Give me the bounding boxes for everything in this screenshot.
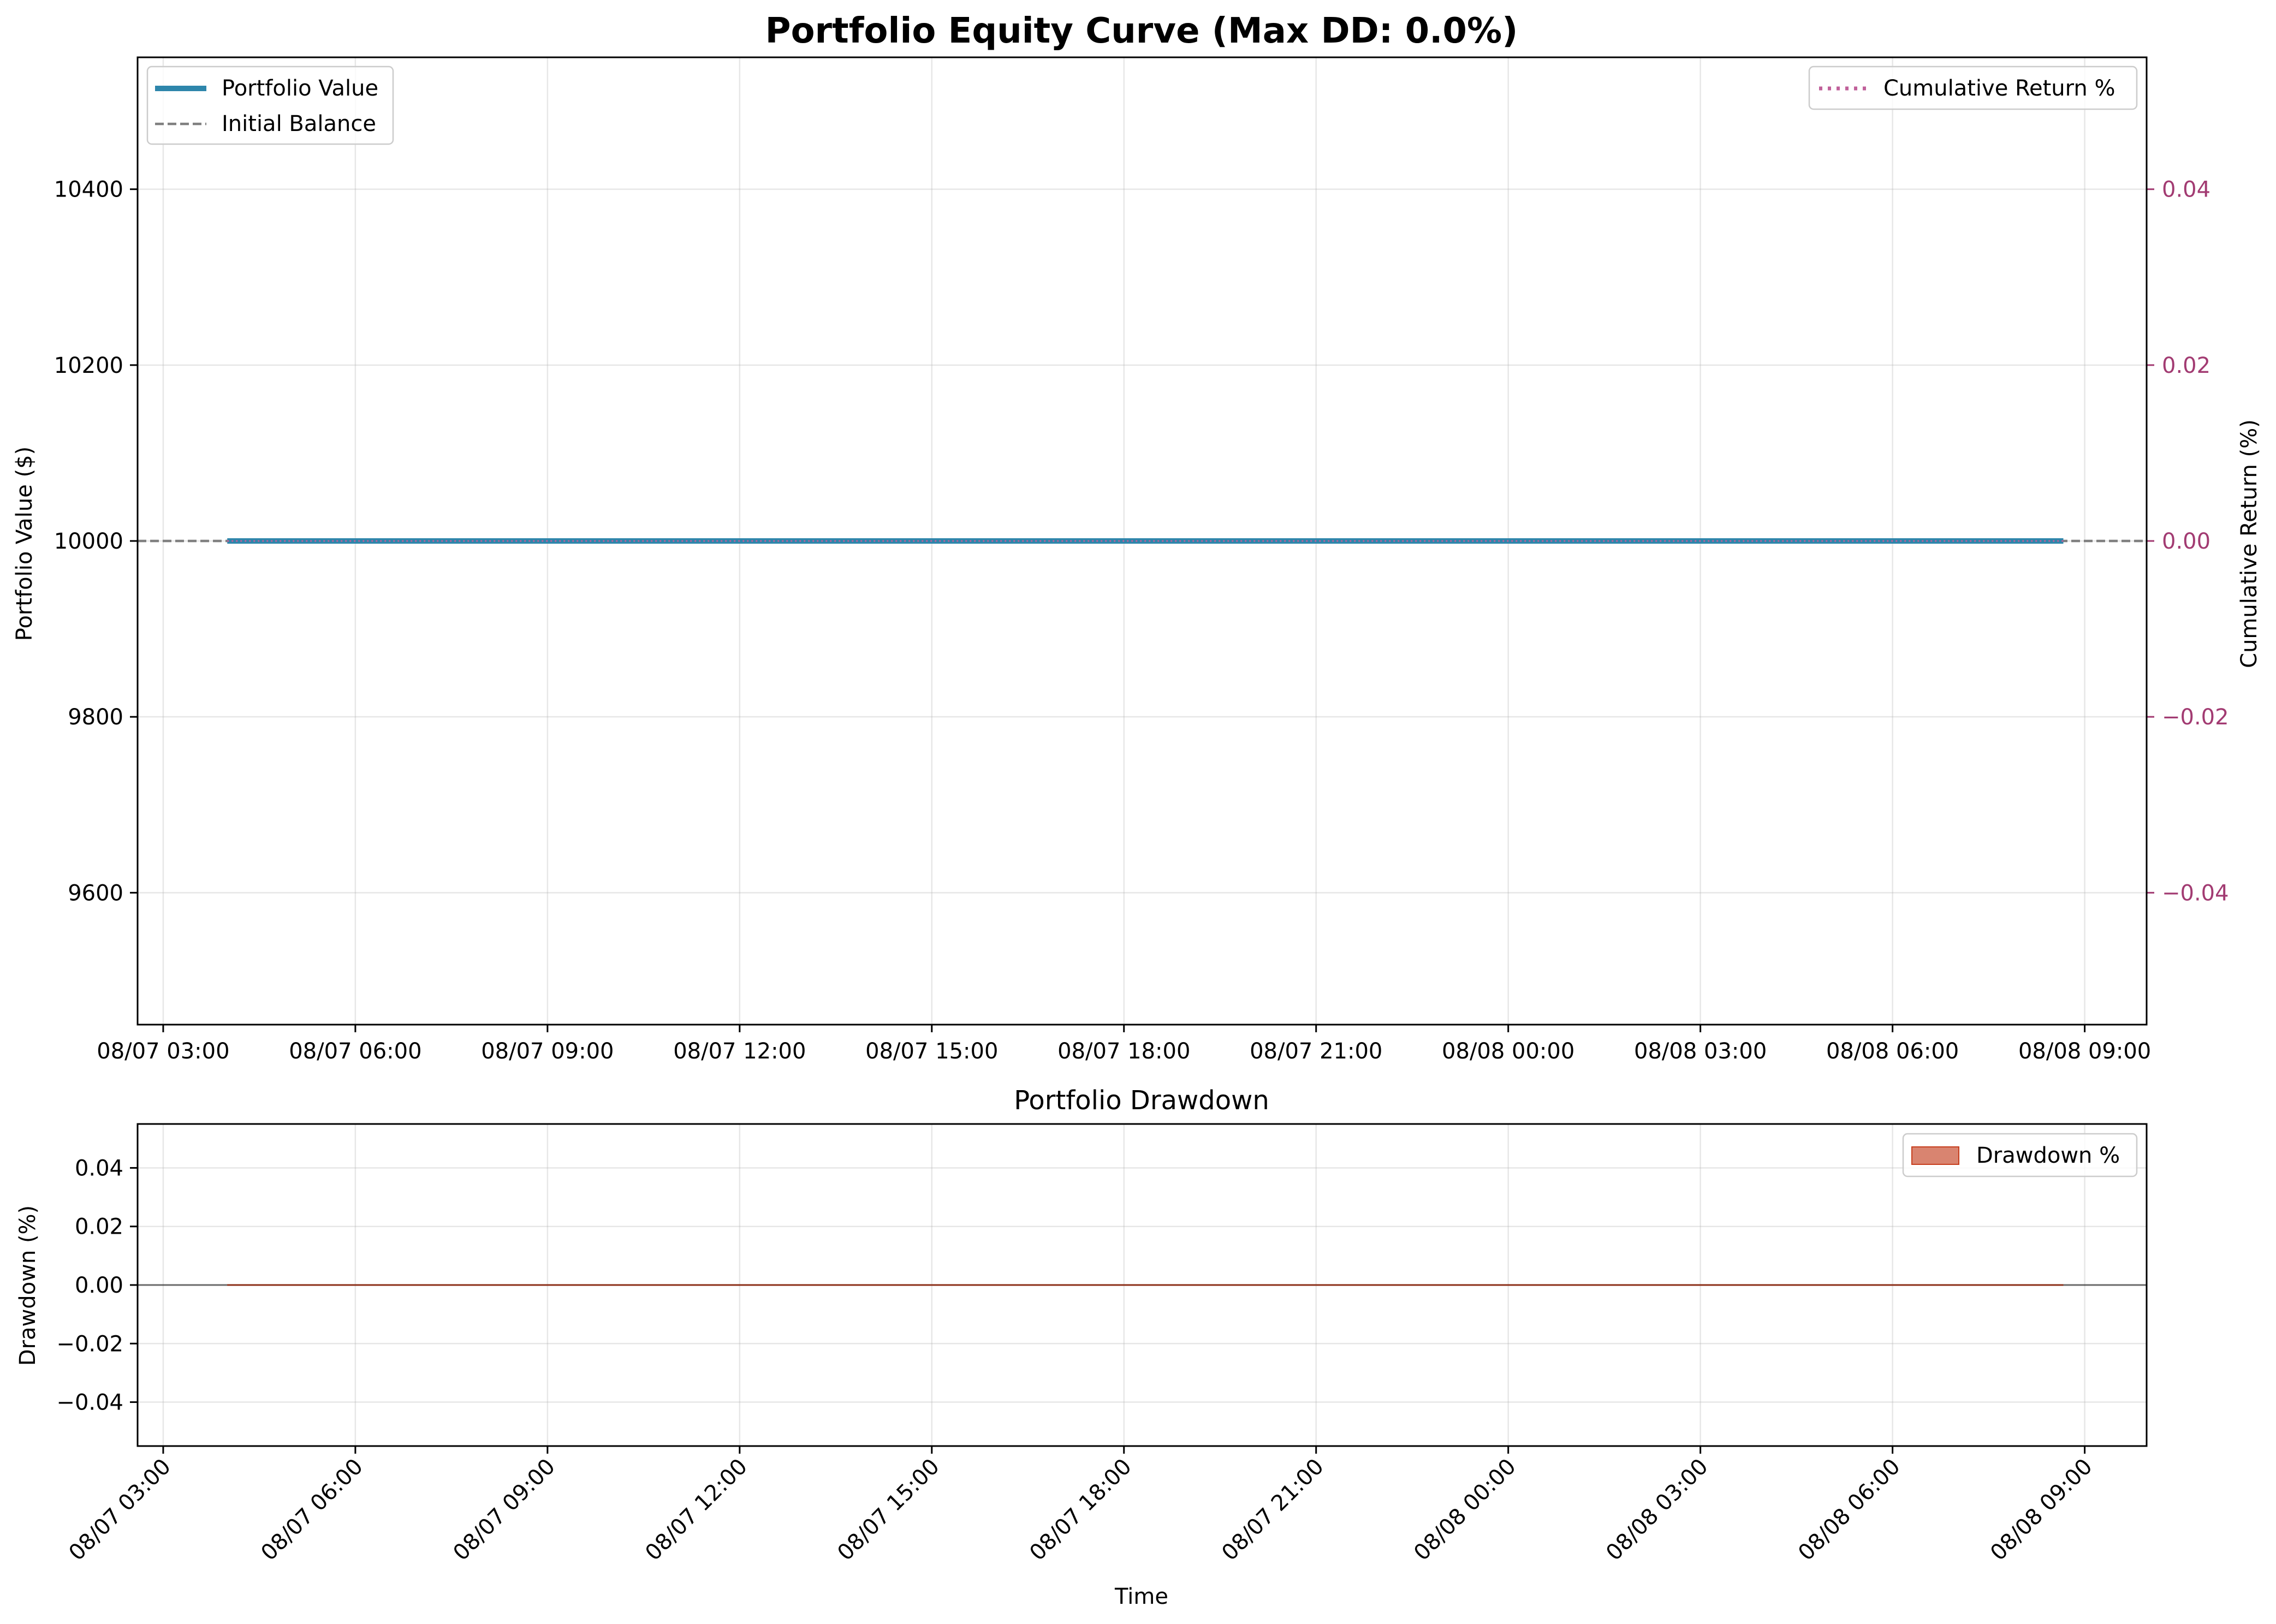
legend-label-initial-balance: Initial Balance [222,111,376,136]
x-tick-label: 08/07 09:00 [481,1039,614,1064]
y-tick-label: 10000 [54,529,123,554]
legend-label-portfolio-value: Portfolio Value [222,76,378,101]
legend-box [1902,1133,2138,1177]
drawdown-y-ticks: −0.04 −0.02 0.00 0.02 0.04 [56,1156,138,1415]
equity-plot-frame [136,56,2148,1026]
x-tick-label: 08/07 06:00 [289,1039,421,1064]
legend-label-cumulative-return: Cumulative Return % [1883,76,2115,101]
drawdown-plot-frame [136,1123,2148,1447]
drawdown-legend: Drawdown % [1902,1133,2138,1177]
drawdown-y-axis-label: Drawdown (%) [15,1205,40,1366]
drawdown-chart-title: Portfolio Drawdown [1014,1085,1269,1116]
x-tick-label: 08/08 09:00 [2018,1039,2151,1064]
x-tick-label: 08/07 15:00 [865,1039,998,1064]
equity-panel: Portfolio Equity Curve (Max DD: 0.0%) 08… [12,11,2262,1064]
equity-y2-ticks: −0.04 −0.02 0.00 0.02 0.04 [2147,177,2229,906]
y-tick-label: 0.00 [75,1273,123,1298]
y-tick-label: −0.04 [56,1390,123,1415]
equity-y2-axis-label: Cumulative Return (%) [2237,419,2262,668]
y-tick-label: 9600 [68,881,123,906]
drawdown-x-axis-label: Time [1114,1584,1168,1609]
y2-tick-label: −0.04 [2162,881,2229,906]
y2-tick-label: 0.02 [2162,353,2210,378]
x-tick-label: 08/08 06:00 [1826,1039,1959,1064]
legend-box [146,66,394,145]
equity-y-axis-label: Portfolio Value ($) [12,447,37,641]
equity-chart-title: Portfolio Equity Curve (Max DD: 0.0%) [765,11,1518,51]
x-tick-label: 08/07 03:00 [97,1039,229,1064]
x-tick-label: 08/07 21:00 [1250,1039,1382,1064]
y-tick-label: 9800 [68,705,123,730]
y2-tick-label: 0.04 [2162,177,2210,203]
legend-label-drawdown: Drawdown % [1976,1143,2120,1168]
x-tick-label: 08/07 12:00 [673,1039,806,1064]
equity-x-ticks: 08/07 03:00 08/07 06:00 08/07 09:00 08/07 1… [97,1025,2151,1064]
equity-legend-right: Cumulative Return % [1808,66,2138,110]
y2-tick-label: −0.02 [2162,705,2229,730]
x-tick-label: 08/07 18:00 [1057,1039,1190,1064]
y-tick-label: −0.02 [56,1331,123,1357]
equity-legend-left: Portfolio Value Initial Balance [146,66,394,145]
equity-y-ticks: 9600 9800 10000 10200 10400 [54,177,138,906]
y2-tick-label: 0.00 [2162,529,2210,554]
x-tick-label: 08/08 00:00 [1442,1039,1574,1064]
legend-box [1808,66,2138,110]
y-tick-label: 0.04 [75,1156,123,1181]
y-tick-label: 10200 [54,353,123,378]
legend-swatch-drawdown [1911,1146,1959,1165]
y-tick-label: 0.02 [75,1215,123,1240]
x-tick-label: 08/08 03:00 [1634,1039,1767,1064]
y-tick-label: 10400 [54,177,123,203]
